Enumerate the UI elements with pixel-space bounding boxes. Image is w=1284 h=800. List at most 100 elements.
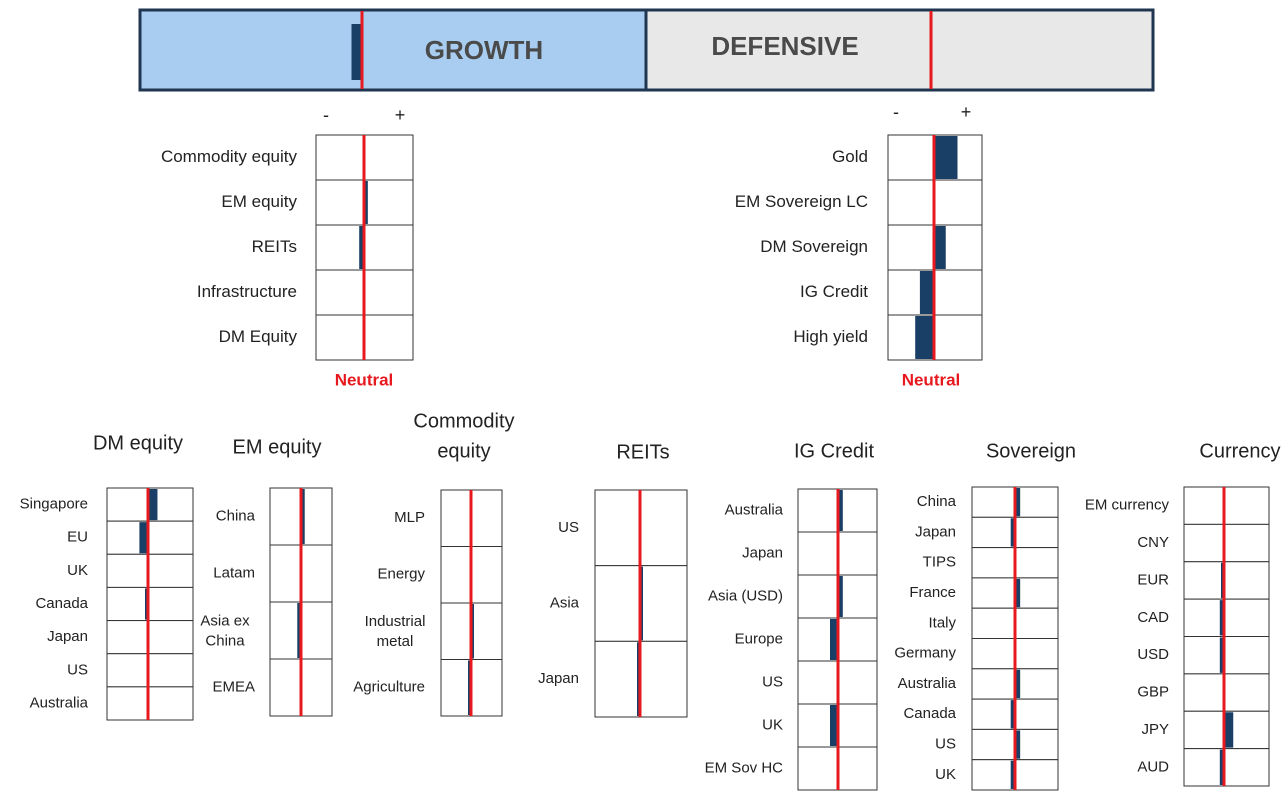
category-label: TIPS	[923, 554, 956, 571]
value-bar	[1224, 712, 1234, 748]
value-bar	[364, 181, 368, 224]
category-label: UK	[935, 766, 956, 783]
category-label: REITs	[252, 237, 297, 256]
category-label: Japan	[915, 523, 956, 540]
minus-label: -	[323, 105, 329, 125]
value-bar	[301, 489, 305, 544]
category-label: Agriculture	[353, 679, 425, 696]
category-label: Australia	[898, 675, 957, 692]
value-bar	[838, 576, 843, 617]
value-bar	[359, 226, 364, 269]
category-label: DM Sovereign	[760, 237, 868, 256]
category-label: Japan	[742, 544, 783, 561]
category-label-line: Asia ex	[200, 612, 250, 629]
category-label: China	[216, 507, 256, 524]
category-label: EM Sovereign LC	[735, 192, 868, 211]
growth-label: GROWTH	[425, 35, 543, 65]
category-label: DM Equity	[219, 327, 298, 346]
growth-band	[138, 8, 648, 92]
category-label: CAD	[1137, 609, 1169, 626]
category-label: UK	[762, 716, 783, 733]
row-cell	[1183, 561, 1270, 600]
category-label: UK	[67, 562, 88, 579]
category-label: Infrastructure	[197, 282, 297, 301]
panel-growth: - + Commodity equity EM equity REITs Infrastr…	[161, 105, 414, 389]
category-label: France	[909, 584, 956, 601]
row-cell	[1183, 636, 1270, 675]
category-label: MLP	[394, 509, 425, 526]
category-label: US	[935, 736, 956, 753]
panel-title: DM equity	[93, 432, 183, 454]
defensive-label: DEFENSIVE	[711, 31, 858, 61]
growth-tilt-bar	[351, 24, 362, 80]
panel-title-line: equity	[437, 440, 490, 462]
category-label: EUR	[1137, 571, 1169, 588]
category-label: EM Sov HC	[705, 759, 784, 776]
category-label: China	[917, 493, 957, 510]
category-label: Energy	[377, 566, 425, 583]
category-label: US	[67, 661, 88, 678]
value-bar	[148, 489, 158, 521]
category-label: Asia	[550, 594, 580, 611]
value-bar	[934, 136, 958, 179]
panel-title-line: Commodity	[413, 410, 514, 432]
value-bar	[838, 490, 843, 531]
value-bar	[1010, 700, 1015, 729]
category-label: Europe	[735, 630, 783, 647]
value-bar	[297, 603, 301, 658]
neutral-label: Neutral	[902, 370, 961, 389]
category-label: Gold	[832, 147, 868, 166]
category-label: Australia	[725, 501, 784, 518]
panel-ig-credit: IG Credit Australia Japan Asia (USD) Europe U…	[705, 440, 878, 791]
value-bar	[1015, 730, 1021, 759]
category-label: Italy	[928, 614, 956, 631]
value-bar	[919, 271, 934, 314]
category-label: US	[558, 519, 579, 536]
category-label: Commodity equity	[161, 147, 298, 166]
plus-label: +	[961, 102, 972, 122]
value-bar	[1015, 669, 1021, 699]
category-label: EM currency	[1085, 497, 1170, 514]
category-label: US	[762, 673, 783, 690]
category-label: Singapore	[20, 496, 88, 513]
minus-label: -	[893, 102, 899, 122]
category-label-line: China	[205, 632, 245, 649]
category-label: Canada	[903, 705, 956, 722]
category-label: USD	[1137, 646, 1169, 663]
allocation-panels: - + Commodity equity EM equity REITs Infrastr…	[20, 102, 1281, 791]
value-bar	[1219, 600, 1224, 636]
category-label: Asia (USD)	[708, 587, 783, 604]
panel-title: REITs	[616, 441, 669, 463]
category-label: High yield	[793, 327, 868, 346]
panel-currency: Currency EM currency CNY EUR CAD USD GBP JPY AUD	[1085, 440, 1281, 787]
row-cell	[106, 553, 194, 588]
value-bar	[1219, 749, 1224, 785]
neutral-label: Neutral	[335, 370, 394, 389]
value-bar	[830, 619, 838, 660]
category-label: Japan	[538, 670, 579, 687]
category-label: Japan	[47, 628, 88, 645]
defensive-band	[644, 8, 1155, 92]
category-label: Canada	[35, 595, 88, 612]
category-label: GBP	[1137, 684, 1169, 701]
row-cell	[1183, 598, 1270, 637]
category-label: Germany	[894, 645, 956, 662]
panel-reits: REITs US Asia Japan	[538, 441, 688, 718]
category-label: EMEA	[212, 678, 255, 695]
row-cell	[1183, 486, 1270, 525]
value-bar	[1015, 578, 1021, 608]
category-label: Australia	[30, 694, 89, 711]
value-bar	[1015, 488, 1021, 517]
row-cell	[106, 620, 194, 655]
row-cell	[106, 520, 194, 555]
category-label: IG Credit	[800, 282, 868, 301]
category-label-line: Industrial	[365, 613, 426, 630]
category-label: EM equity	[221, 192, 297, 211]
row-cell	[106, 653, 194, 688]
value-bar	[139, 522, 148, 554]
value-bar	[1219, 637, 1224, 673]
row-cell	[1183, 748, 1270, 787]
panel-title: EM equity	[233, 436, 322, 458]
